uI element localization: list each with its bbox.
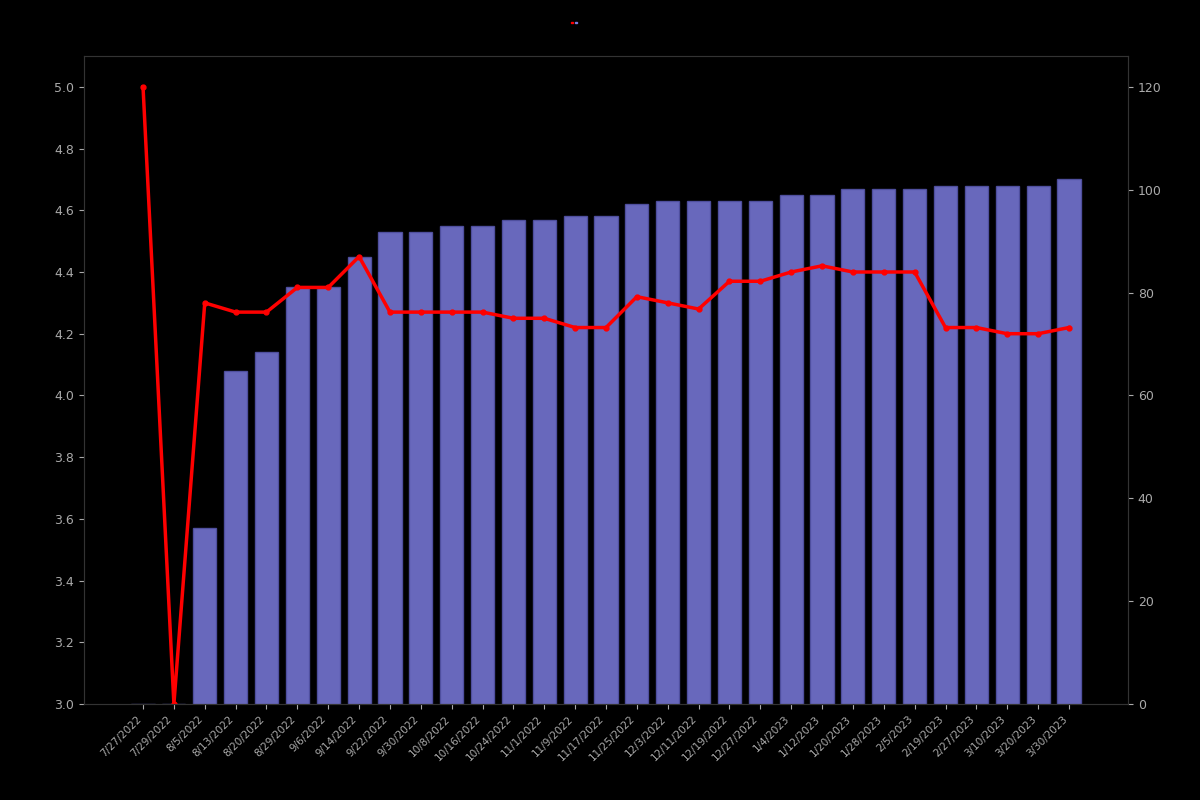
Bar bbox=[718, 201, 742, 800]
Bar bbox=[564, 217, 587, 800]
Bar bbox=[286, 287, 308, 800]
Bar bbox=[810, 195, 834, 800]
Bar bbox=[440, 226, 463, 800]
Bar bbox=[688, 201, 710, 800]
Bar bbox=[1026, 186, 1050, 800]
Bar bbox=[934, 186, 958, 800]
Bar bbox=[193, 528, 216, 800]
Bar bbox=[872, 189, 895, 800]
Bar bbox=[904, 189, 926, 800]
Bar bbox=[317, 287, 340, 800]
Bar bbox=[409, 232, 432, 800]
Bar bbox=[996, 186, 1019, 800]
Bar bbox=[841, 189, 864, 800]
Bar bbox=[625, 204, 648, 800]
Bar bbox=[533, 219, 556, 800]
Bar bbox=[470, 226, 494, 800]
Bar bbox=[1057, 179, 1080, 800]
Bar bbox=[965, 186, 988, 800]
Legend: , : , bbox=[570, 21, 580, 24]
Bar bbox=[254, 352, 278, 800]
Bar bbox=[502, 219, 524, 800]
Bar bbox=[348, 257, 371, 800]
Bar bbox=[224, 370, 247, 800]
Bar bbox=[749, 201, 772, 800]
Bar bbox=[780, 195, 803, 800]
Bar bbox=[378, 232, 402, 800]
Bar bbox=[132, 704, 155, 800]
Bar bbox=[162, 704, 186, 800]
Bar bbox=[594, 217, 618, 800]
Bar bbox=[656, 201, 679, 800]
